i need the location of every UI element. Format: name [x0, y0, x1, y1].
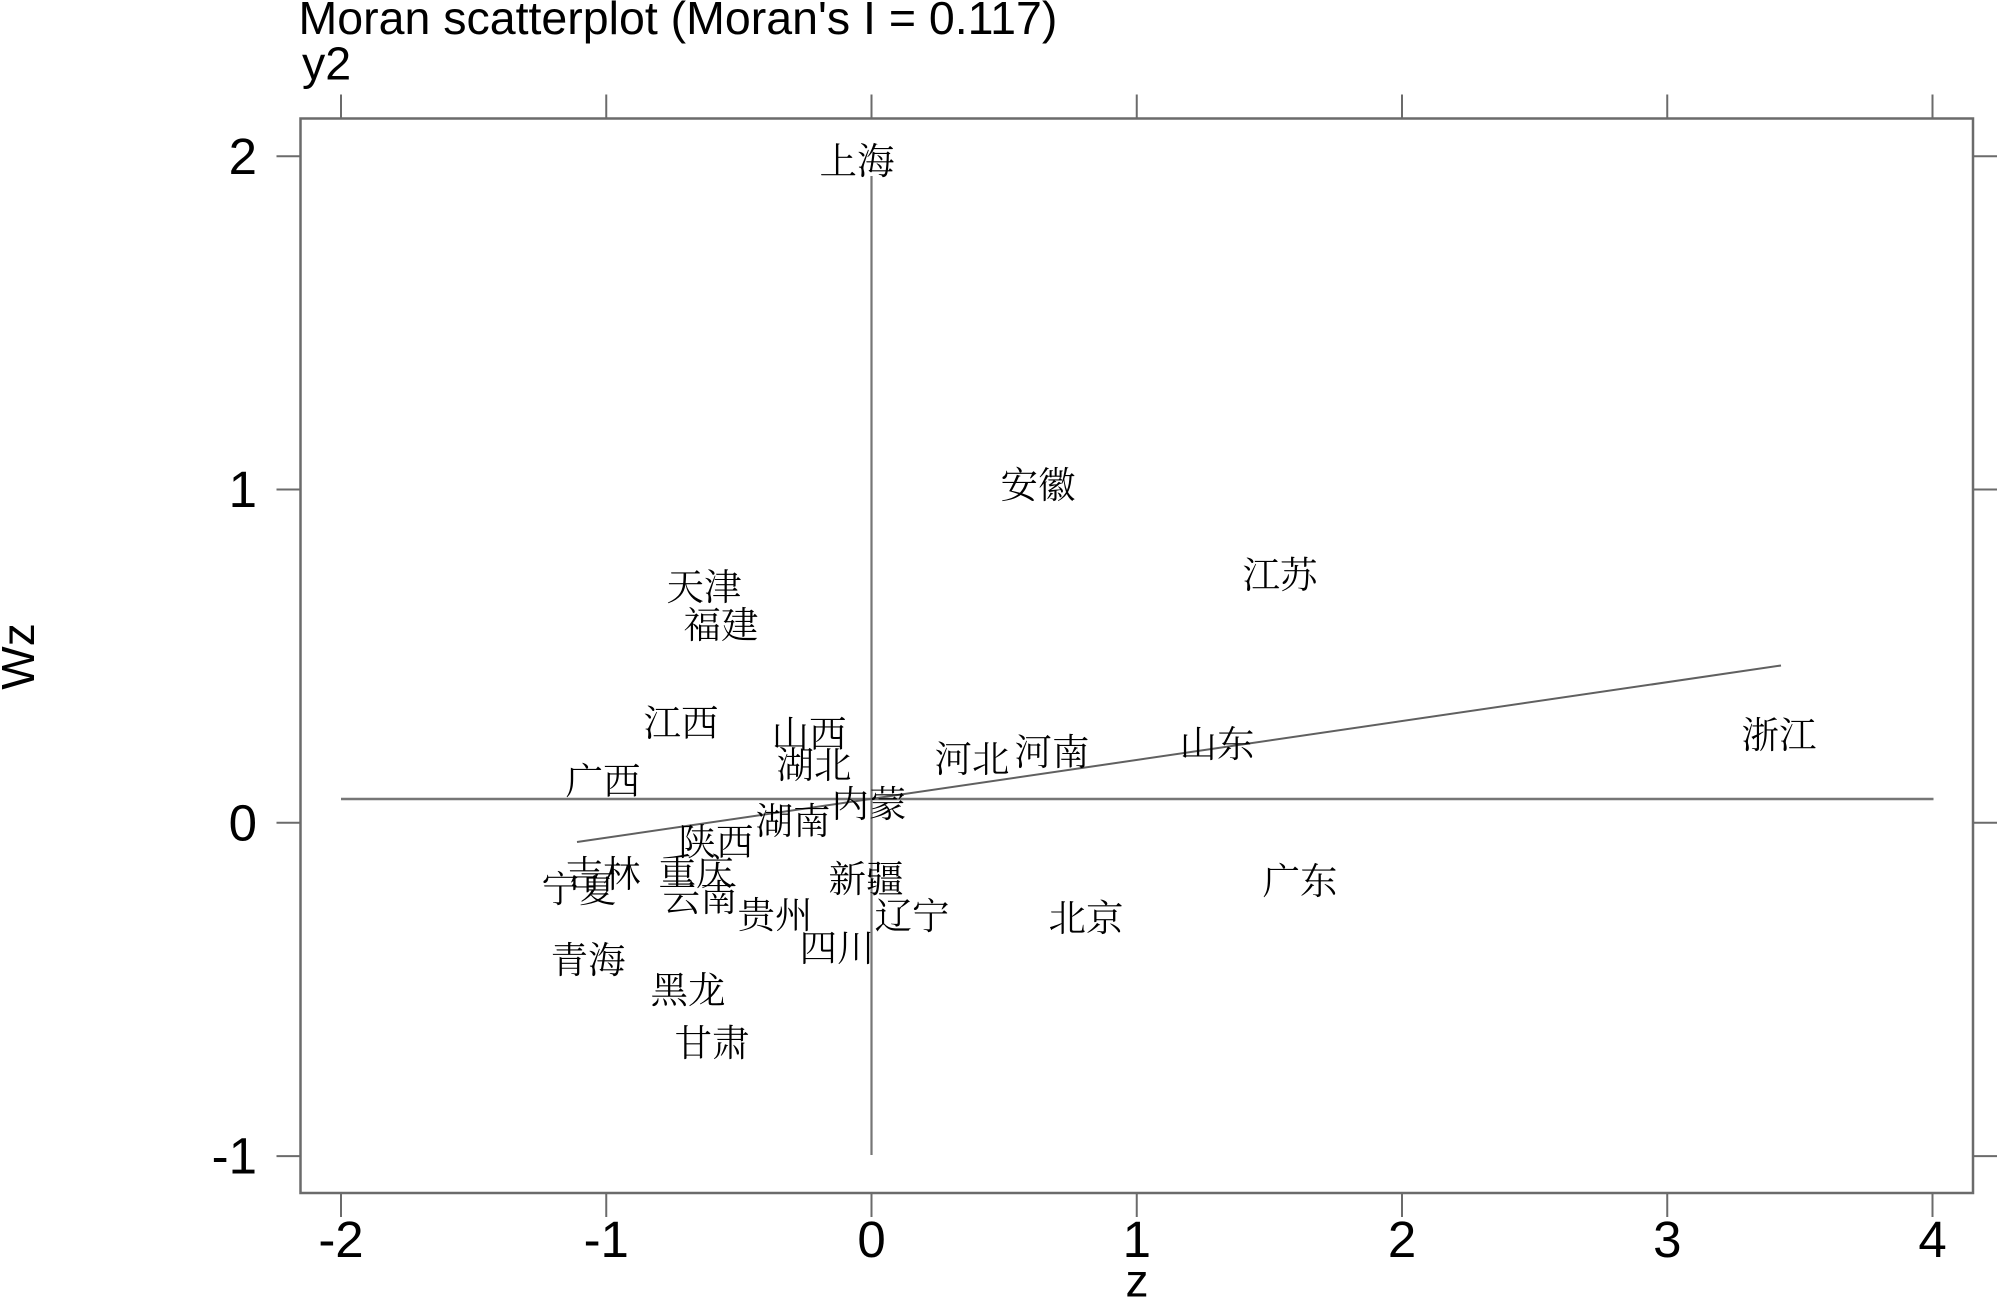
svg-text:-2: -2 [318, 1211, 363, 1268]
svg-text:2: 2 [229, 128, 257, 185]
svg-text:-1: -1 [584, 1211, 629, 1268]
svg-text:4: 4 [1918, 1211, 1946, 1268]
svg-text:0: 0 [857, 1211, 885, 1268]
svg-text:z: z [1126, 1254, 1149, 1300]
svg-text:-1: -1 [212, 1128, 257, 1185]
svg-text:y2: y2 [302, 38, 351, 90]
svg-text:Moran scatterplot (Moran's I =: Moran scatterplot (Moran's I = 0.117) [299, 0, 1058, 44]
svg-text:2: 2 [1388, 1211, 1416, 1268]
svg-text:1: 1 [1123, 1211, 1151, 1268]
svg-text:1: 1 [229, 461, 257, 518]
svg-text:Wz: Wz [0, 623, 44, 689]
svg-text:3: 3 [1653, 1211, 1681, 1268]
svg-text:0: 0 [229, 794, 257, 851]
